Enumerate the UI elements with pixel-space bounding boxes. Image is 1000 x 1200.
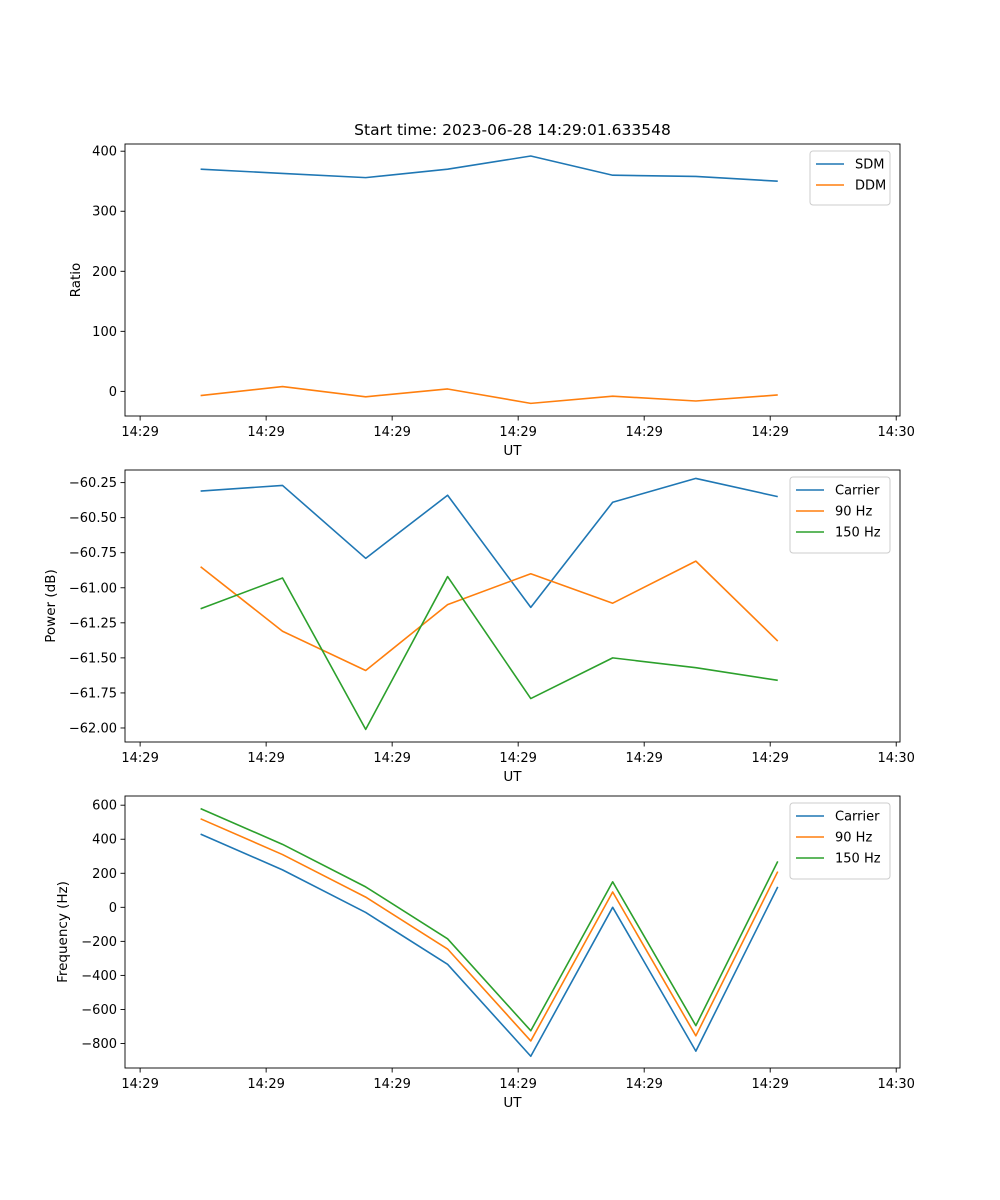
axes-frame bbox=[124, 469, 901, 743]
legend-label: SDM bbox=[855, 158, 884, 173]
y-tick-label: 300 bbox=[92, 205, 117, 220]
x-tick-label: 14:29 bbox=[247, 751, 284, 766]
x-tick-label: 14:29 bbox=[751, 1077, 788, 1092]
axes-frame bbox=[124, 143, 901, 417]
series-line-150-hz bbox=[200, 575, 778, 731]
legend-label: 90 Hz bbox=[835, 505, 872, 520]
x-tick-label: 14:29 bbox=[121, 425, 158, 440]
series-line-150-hz bbox=[200, 807, 779, 1032]
x-tick-label: 14:29 bbox=[121, 751, 158, 766]
series-line-90-hz bbox=[200, 818, 779, 1042]
legend: SDM DDM bbox=[809, 150, 891, 206]
chart-title: Start time: 2023-06-28 14:29:01.633548 bbox=[354, 121, 671, 139]
y-tick-label: −800 bbox=[81, 1037, 117, 1052]
subplot-3: 14:29 14:29 14:29 14:29 14:29 14:29 14:30 −800 −… bbox=[55, 795, 915, 1111]
legend-label: Carrier bbox=[835, 810, 880, 825]
x-tick-label: 14:29 bbox=[373, 1077, 410, 1092]
x-tick-label: 14:29 bbox=[625, 1077, 662, 1092]
y-tick-label: 400 bbox=[92, 833, 117, 848]
y-tick-label: 400 bbox=[92, 145, 117, 160]
y-tick-label: −60.75 bbox=[69, 546, 117, 561]
legend-box bbox=[789, 476, 891, 554]
y-tick-label: −61.75 bbox=[69, 686, 117, 701]
x-tick-label: 14:29 bbox=[373, 425, 410, 440]
legend-label: 150 Hz bbox=[835, 852, 881, 867]
y-tick-label: −61.25 bbox=[69, 616, 117, 631]
legend-box bbox=[789, 802, 891, 880]
x-tick-label: 14:29 bbox=[121, 1077, 158, 1092]
x-tick-label: 14:30 bbox=[877, 425, 914, 440]
y-tick-label: −60.50 bbox=[69, 511, 117, 526]
y-tick-label: 200 bbox=[92, 265, 117, 280]
x-tick-label: 14:30 bbox=[877, 1077, 914, 1092]
legend-label: DDM bbox=[855, 179, 886, 194]
y-tick-label: 200 bbox=[92, 867, 117, 882]
series-line-carrier bbox=[200, 833, 779, 1058]
y-tick-label: −600 bbox=[81, 1003, 117, 1018]
y-tick-label: −200 bbox=[81, 935, 117, 950]
x-tick-label: 14:29 bbox=[751, 425, 788, 440]
x-tick-label: 14:30 bbox=[877, 751, 914, 766]
subplot-2: 14:29 14:29 14:29 14:29 14:29 14:29 14:30 −62.0… bbox=[43, 469, 915, 785]
legend-label: 150 Hz bbox=[835, 526, 881, 541]
legend: Carrier 90 Hz 150 Hz bbox=[789, 802, 891, 880]
x-axis-label: UT bbox=[503, 769, 522, 785]
x-tick-label: 14:29 bbox=[247, 425, 284, 440]
x-tick-label: 14:29 bbox=[499, 425, 536, 440]
x-axis-label: UT bbox=[503, 443, 522, 459]
y-tick-label: 600 bbox=[92, 799, 117, 814]
legend-label: Carrier bbox=[835, 484, 880, 499]
y-axis-label: Ratio bbox=[68, 263, 84, 298]
y-tick-label: −61.00 bbox=[69, 581, 117, 596]
y-tick-label: −400 bbox=[81, 969, 117, 984]
x-tick-label: 14:29 bbox=[373, 751, 410, 766]
x-tick-label: 14:29 bbox=[499, 751, 536, 766]
series-line-90-hz bbox=[200, 560, 779, 672]
x-tick-label: 14:29 bbox=[625, 751, 662, 766]
x-axis-label: UT bbox=[503, 1095, 522, 1111]
subplot-1: Start time: 2023-06-28 14:29:01.633548 14… bbox=[68, 121, 915, 459]
y-tick-label: 0 bbox=[109, 901, 117, 916]
legend: Carrier 90 Hz 150 Hz bbox=[789, 476, 891, 554]
y-axis-label: Frequency (Hz) bbox=[55, 881, 71, 983]
y-tick-label: −62.00 bbox=[69, 721, 117, 736]
y-axis-label: Power (dB) bbox=[43, 569, 59, 642]
y-tick-label: −61.50 bbox=[69, 651, 117, 666]
y-tick-label: 0 bbox=[109, 385, 117, 400]
y-tick-label: 100 bbox=[92, 325, 117, 340]
x-tick-label: 14:29 bbox=[751, 751, 788, 766]
x-tick-label: 14:29 bbox=[247, 1077, 284, 1092]
y-tick-label: −60.25 bbox=[69, 476, 117, 491]
series-line-carrier bbox=[200, 477, 778, 609]
legend-label: 90 Hz bbox=[835, 831, 872, 846]
x-tick-label: 14:29 bbox=[625, 425, 662, 440]
x-tick-label: 14:29 bbox=[499, 1077, 536, 1092]
axes-frame bbox=[124, 795, 901, 1069]
series-line-ddm bbox=[200, 385, 778, 405]
series-line-sdm bbox=[200, 155, 778, 183]
